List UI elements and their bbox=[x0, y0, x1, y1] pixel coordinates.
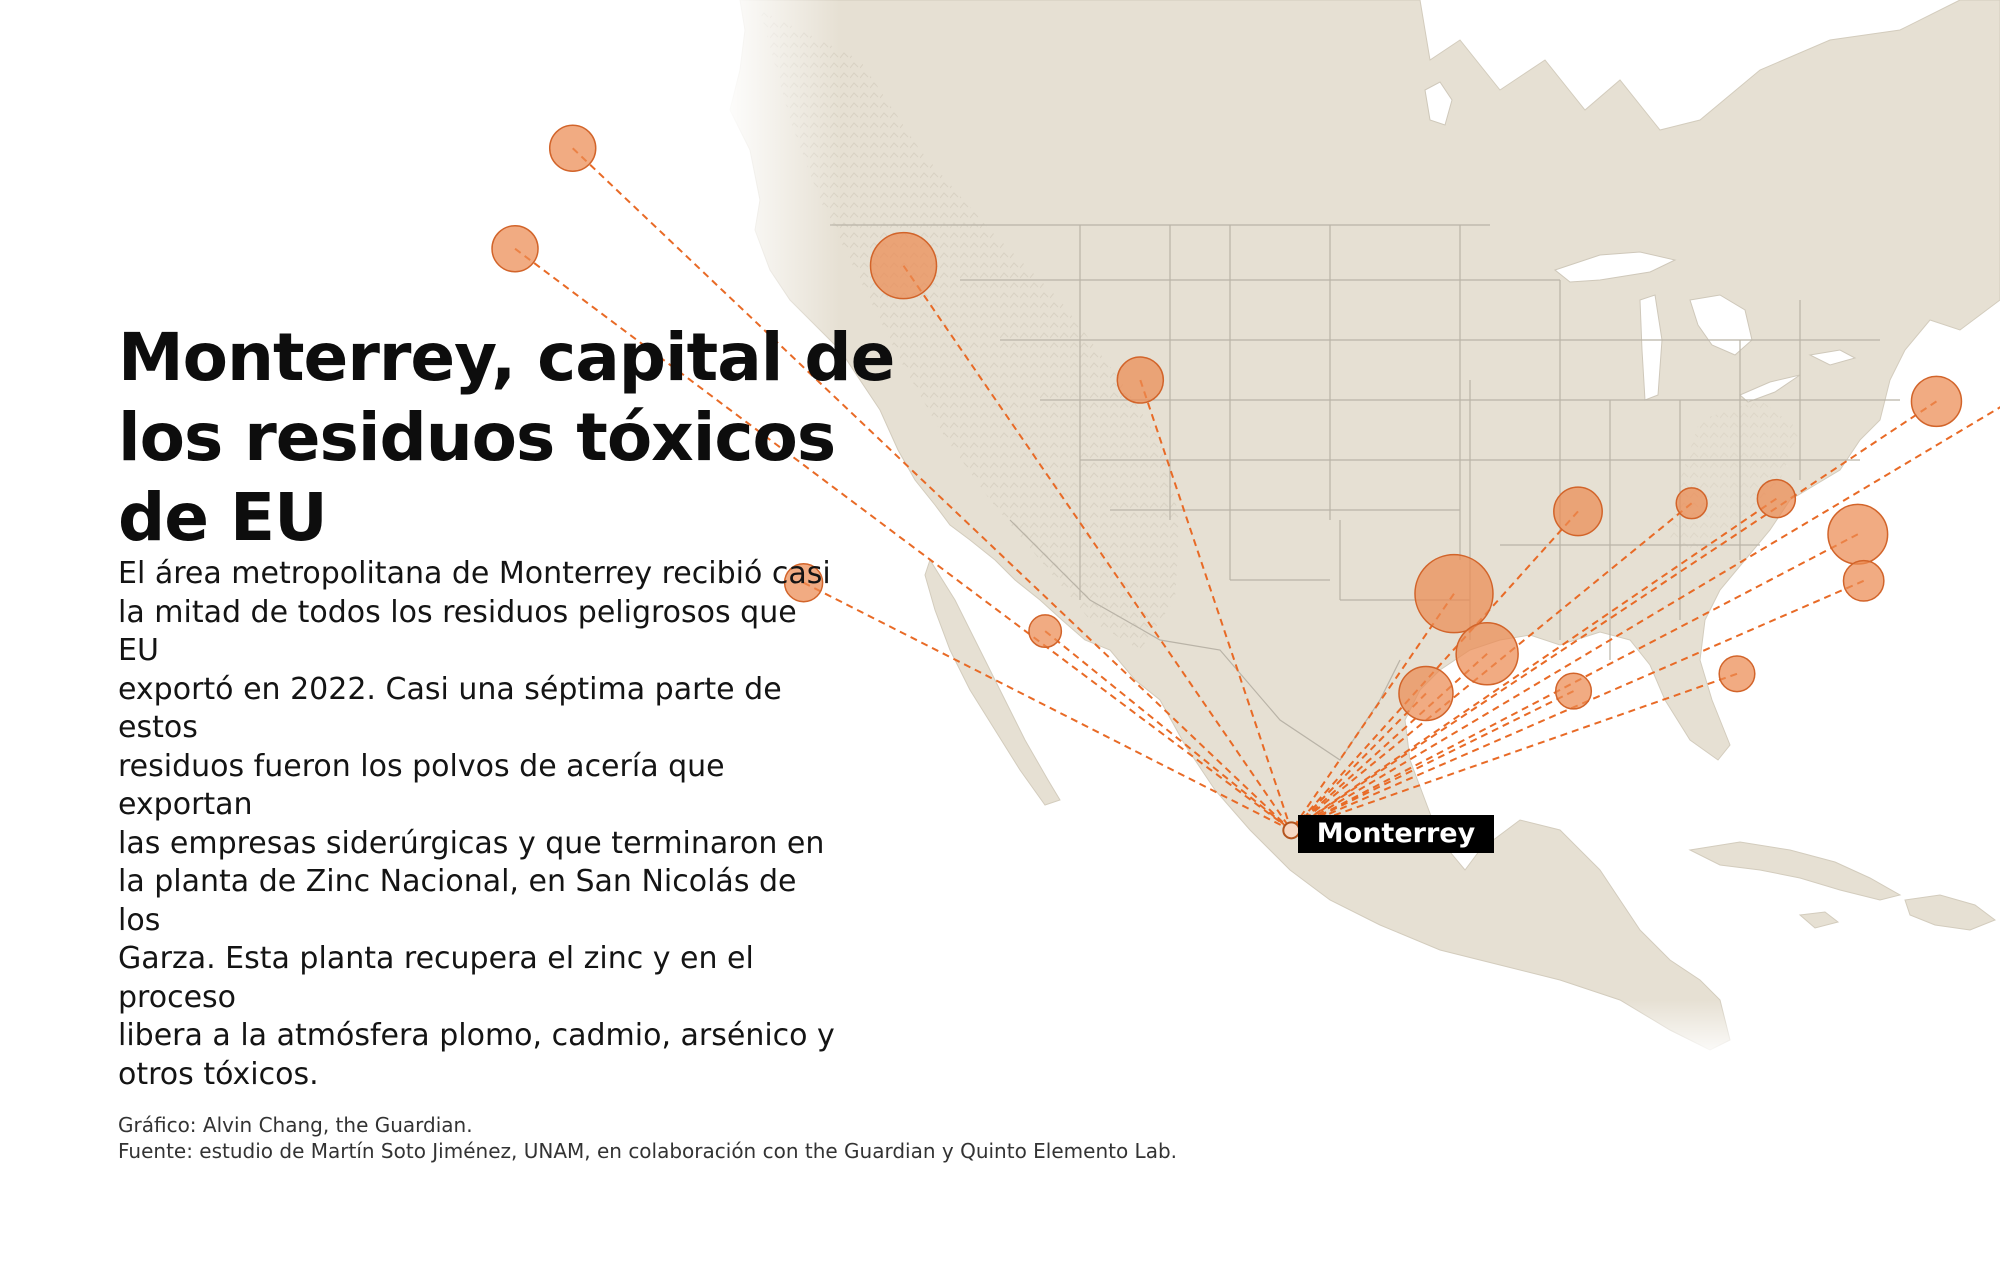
origin-bubble bbox=[1842, 559, 1885, 602]
destination-marker-group bbox=[1282, 821, 1301, 840]
origin-bubble bbox=[1116, 356, 1165, 404]
flow-line bbox=[1290, 672, 1738, 832]
intro-line: otros tóxicos. bbox=[118, 1056, 319, 1092]
origin-bubble bbox=[1756, 478, 1797, 519]
origin-bubble bbox=[1554, 672, 1593, 710]
intro-line: libera a la atmósfera plomo, cadmio, ars… bbox=[118, 1018, 835, 1053]
flow-line bbox=[572, 147, 1293, 832]
origin-bubbles bbox=[491, 124, 1963, 722]
origin-bubble bbox=[1028, 614, 1063, 649]
page-bottom-white bbox=[0, 1056, 2000, 1286]
map-fade-bottom bbox=[720, 1000, 2000, 1060]
jamaica bbox=[1798, 911, 1840, 929]
intro-line: El área metropolitana de Monterrey recib… bbox=[118, 556, 831, 591]
rocky-mountains-relief bbox=[760, 10, 1180, 650]
flow-line bbox=[1290, 497, 1777, 832]
flow-line bbox=[514, 247, 1292, 832]
flow-line bbox=[902, 265, 1293, 831]
origin-bubble bbox=[1455, 622, 1519, 686]
origin-bubble bbox=[1553, 486, 1603, 537]
intro-line: la planta de Zinc Nacional, en San Nicol… bbox=[118, 864, 797, 938]
origin-bubble bbox=[491, 224, 539, 273]
cuba bbox=[1688, 841, 1902, 901]
baja-california bbox=[924, 558, 1061, 806]
graphic-credit: Gráfico: Alvin Chang, the Guardian. bbox=[118, 1113, 473, 1137]
intro-line: las empresas siderúrgicas y que terminar… bbox=[118, 825, 825, 861]
origin-bubble bbox=[869, 231, 938, 300]
flow-line bbox=[1290, 406, 2000, 832]
intro-line: exportó en 2022. Casi una séptima parte … bbox=[118, 671, 782, 746]
flow-line bbox=[1290, 653, 1488, 832]
flow-line bbox=[1290, 690, 1574, 832]
state-borders bbox=[830, 224, 1900, 761]
appalachian-relief bbox=[1670, 400, 1800, 560]
monterrey-marker bbox=[1282, 821, 1301, 840]
intro-line: Garza. Esta planta recupera el zinc y en… bbox=[118, 941, 754, 1015]
flow-line bbox=[1290, 692, 1427, 832]
monterrey-label: Monterrey bbox=[1298, 815, 1494, 853]
origin-bubble bbox=[1910, 375, 1963, 428]
flow-line bbox=[1044, 630, 1292, 832]
map-fade-left bbox=[720, 0, 840, 1060]
flow-line bbox=[1290, 533, 1859, 832]
origin-bubble bbox=[1675, 487, 1708, 520]
origin-bubble bbox=[783, 562, 824, 603]
origin-bubble bbox=[1827, 503, 1889, 565]
intro-paragraph: El área metropolitana de Monterrey recib… bbox=[118, 555, 838, 1094]
origin-bubble bbox=[1718, 655, 1756, 693]
origin-bubble bbox=[1414, 553, 1494, 634]
page-title: Monterrey, capital de los residuos tóxic… bbox=[118, 319, 895, 556]
flow-line bbox=[1290, 400, 1938, 832]
hispaniola bbox=[1904, 894, 1997, 931]
intro-line: la mitad de todos los residuos peligroso… bbox=[118, 594, 797, 669]
footer-credits: Gráfico: Alvin Chang, the Guardian. Fuen… bbox=[118, 1112, 1518, 1164]
origin-bubble bbox=[1398, 665, 1454, 722]
flow-lines bbox=[514, 147, 2000, 832]
origin-bubble bbox=[548, 124, 597, 172]
source-credit: Fuente: estudio de Martín Soto Jiménez, … bbox=[118, 1139, 1178, 1163]
intro-line: residuos fueron los polvos de acería que… bbox=[118, 748, 725, 823]
